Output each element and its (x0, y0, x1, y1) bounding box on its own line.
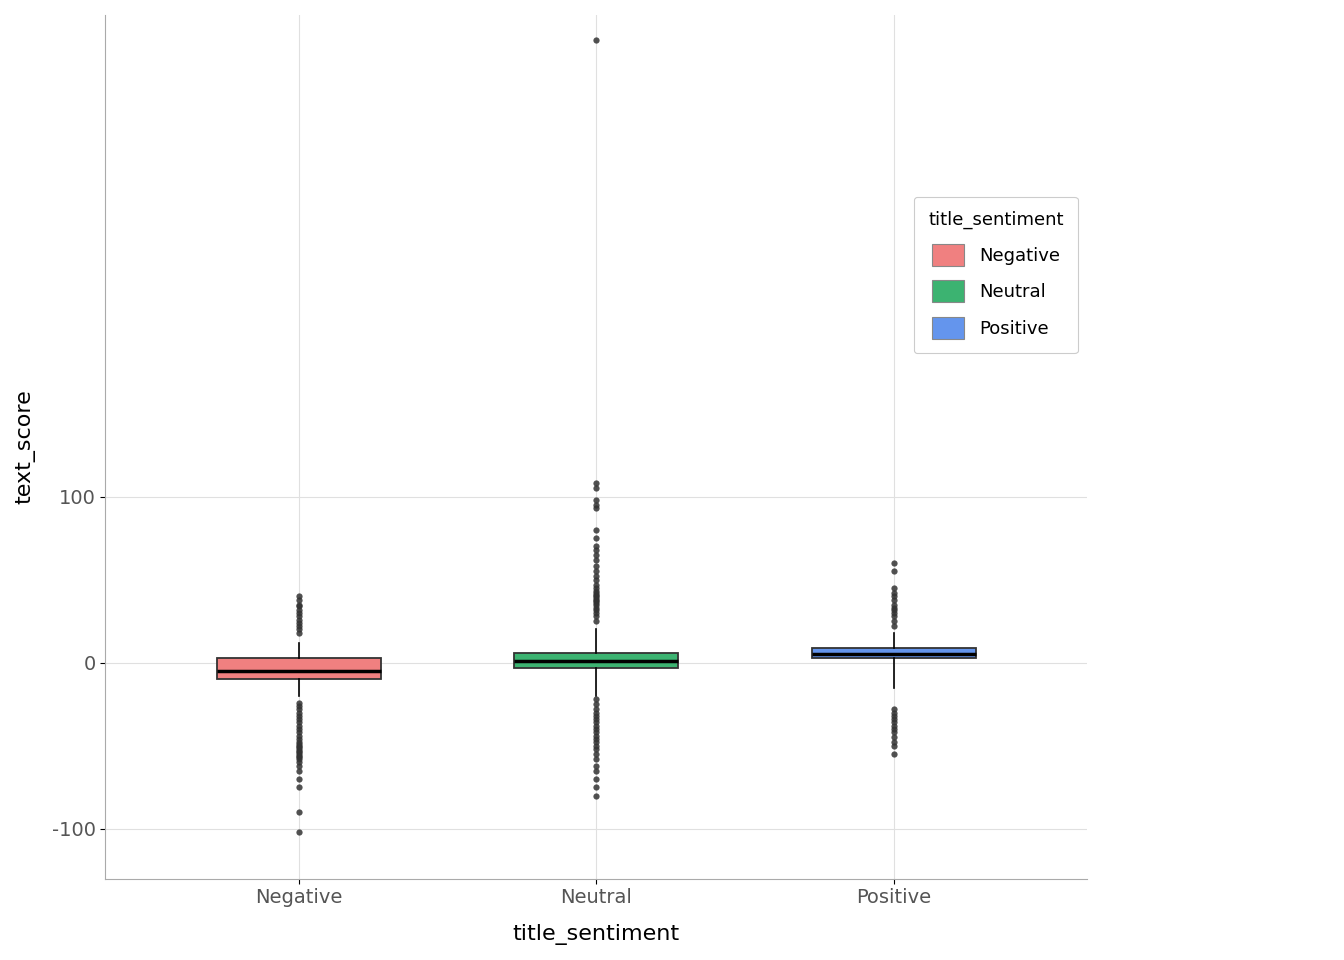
Y-axis label: text_score: text_score (15, 390, 35, 504)
X-axis label: title_sentiment: title_sentiment (512, 924, 680, 945)
Legend: Negative, Neutral, Positive: Negative, Neutral, Positive (914, 197, 1078, 353)
PathPatch shape (515, 653, 677, 668)
PathPatch shape (216, 658, 380, 680)
PathPatch shape (812, 648, 976, 658)
